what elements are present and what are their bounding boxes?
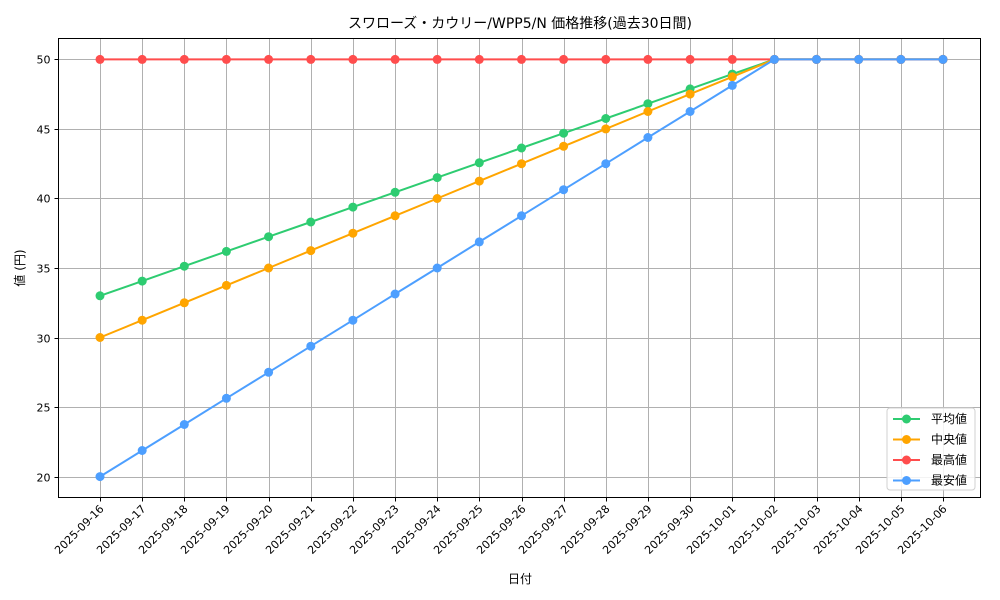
data-point <box>264 232 274 242</box>
data-point <box>137 54 147 64</box>
data-point <box>559 141 569 151</box>
data-point <box>474 176 484 186</box>
data-point <box>306 217 316 227</box>
legend-label: 平均値 <box>931 411 967 426</box>
data-point <box>938 54 948 64</box>
data-series <box>95 54 948 482</box>
y-tick-label: 20 <box>37 472 51 485</box>
data-point <box>474 54 484 64</box>
data-point <box>179 420 189 429</box>
y-axis-ticks: 20 25 30 35 40 45 50 <box>37 54 59 485</box>
data-point <box>306 54 316 64</box>
data-point <box>685 107 695 116</box>
data-point <box>643 99 653 109</box>
data-point <box>685 54 695 64</box>
data-point <box>517 159 526 169</box>
y-tick-label: 45 <box>37 124 51 137</box>
data-point <box>348 202 358 212</box>
data-point <box>221 280 231 290</box>
legend-marker-icon <box>902 455 911 465</box>
legend-marker-icon <box>902 435 911 444</box>
data-point <box>264 54 274 64</box>
y-axis-label: 値 (円) <box>12 249 27 286</box>
data-point <box>306 341 316 351</box>
legend-marker-icon <box>902 414 911 424</box>
data-point <box>137 315 147 325</box>
x-axis-label: 日付 <box>508 572 532 586</box>
y-tick-label: 50 <box>37 54 51 67</box>
data-point <box>390 54 400 64</box>
legend-label: 最高値 <box>931 452 967 467</box>
data-point <box>221 54 231 64</box>
data-point <box>517 211 526 221</box>
legend-item: 平均値 <box>893 411 967 426</box>
data-point <box>95 291 105 301</box>
legend-label: 最安値 <box>931 473 967 488</box>
data-point <box>348 315 358 325</box>
data-point <box>643 107 653 116</box>
data-point <box>854 54 864 64</box>
data-point <box>559 128 569 138</box>
data-point <box>643 133 653 142</box>
data-point <box>137 276 147 286</box>
data-point <box>559 54 569 64</box>
chart-title: スワローズ・カウリー/WPP5/N 価格推移(過去30日間) <box>348 16 692 32</box>
data-point <box>390 211 400 221</box>
data-point <box>432 173 442 183</box>
y-tick-label: 25 <box>37 402 51 415</box>
series-0 <box>95 54 948 301</box>
data-point <box>812 54 821 64</box>
grid-lines <box>58 38 981 498</box>
series-3 <box>95 54 948 482</box>
data-point <box>221 393 231 403</box>
data-point <box>179 54 189 64</box>
data-point <box>601 124 611 134</box>
legend-box <box>886 407 976 491</box>
data-point <box>601 54 611 64</box>
data-point <box>432 54 442 64</box>
legend-marker-icon <box>902 476 911 485</box>
data-point <box>390 187 400 197</box>
data-point <box>137 446 147 455</box>
data-point <box>432 263 442 273</box>
data-point <box>517 54 526 64</box>
data-point <box>264 367 274 377</box>
data-point <box>390 289 400 299</box>
data-point <box>348 54 358 64</box>
data-point <box>179 298 189 308</box>
data-point <box>727 72 737 82</box>
data-point <box>685 89 695 99</box>
data-point <box>896 54 906 64</box>
y-tick-label: 40 <box>37 193 51 206</box>
data-point <box>727 54 737 64</box>
data-point <box>559 185 569 195</box>
data-point <box>95 333 105 342</box>
data-point <box>474 237 484 247</box>
data-point <box>769 54 779 64</box>
data-point <box>601 114 611 123</box>
data-point <box>306 246 316 256</box>
legend-label: 中央値 <box>931 432 967 447</box>
data-point <box>95 54 105 64</box>
plot-frame <box>58 38 981 498</box>
legend-item: 最安値 <box>893 473 967 488</box>
legend-item: 最高値 <box>893 452 967 467</box>
data-point <box>727 80 737 90</box>
x-axis-ticks: 2025-09-162025-09-172025-09-182025-09-19… <box>52 497 950 557</box>
data-point <box>95 472 105 482</box>
y-tick-label: 35 <box>37 263 51 276</box>
data-point <box>517 143 526 153</box>
data-point <box>643 54 653 64</box>
data-point <box>264 263 274 273</box>
data-point <box>432 194 442 203</box>
data-point <box>348 228 358 238</box>
legend-item: 中央値 <box>893 432 967 447</box>
data-point <box>221 246 231 256</box>
data-point <box>601 159 611 169</box>
data-point <box>179 261 189 271</box>
data-point <box>474 158 484 168</box>
y-tick-label: 30 <box>37 333 51 346</box>
